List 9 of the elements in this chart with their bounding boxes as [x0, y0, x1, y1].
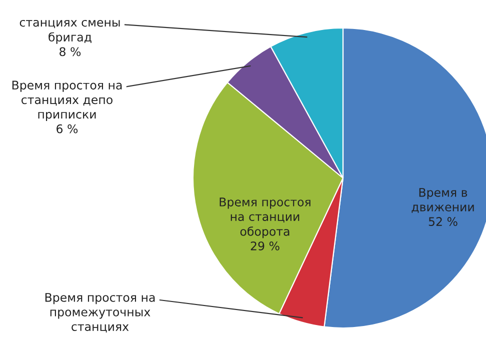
slice-label: Время простоя на станции оборота [220, 198, 310, 238]
data-label: 6 % [56, 124, 78, 134]
slice-label: Время простоя на станциях депо приписки [12, 80, 122, 121]
data-label: 52 % [428, 217, 458, 226]
data-label: 29 % [250, 241, 280, 250]
data-label: 8 % [60, 47, 81, 56]
slice-label: станциях смены бригад [20, 20, 120, 44]
slice-label: Время простоя на промежуточных станциях [45, 293, 155, 332]
slice-label: Время в движении [412, 188, 474, 213]
